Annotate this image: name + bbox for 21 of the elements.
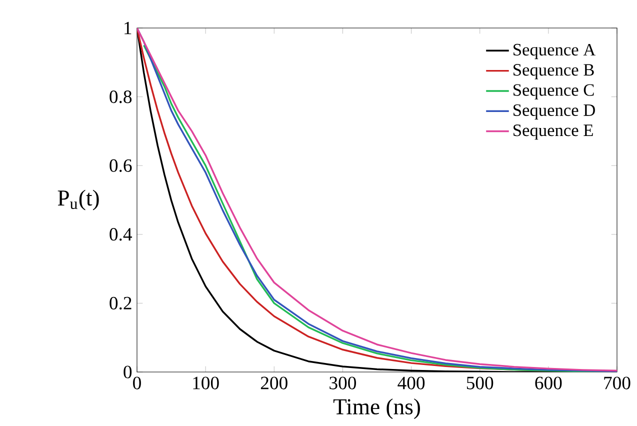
x-tick-label: 300 [330, 376, 356, 390]
legend-label: Sequence D [514, 104, 595, 120]
y-tick-label: 0.4 [110, 228, 132, 241]
y-tick-label: 0.6 [110, 159, 132, 172]
x-tick-label: 600 [535, 376, 562, 390]
x-tick-label: 500 [466, 376, 494, 390]
x-tick-label: 0 [133, 376, 141, 390]
x-axis-title: Time (ns) [333, 398, 420, 420]
x-tick-label: 200 [260, 376, 288, 390]
y-axis-title: P$_{u}$(t) [58, 190, 99, 210]
legend-label: Sequence B [514, 64, 594, 80]
legend-label: Sequence E [514, 124, 593, 140]
y-tick-label: 1 [124, 22, 132, 34]
y-tick-label: 0 [124, 366, 132, 378]
y-tick-label: 0.8 [110, 90, 132, 104]
x-tick-label: 700 [604, 376, 630, 390]
legend-label: Sequence C [514, 84, 594, 100]
legend-label: Sequence A [514, 44, 596, 60]
y-tick-label: 0.2 [110, 296, 132, 310]
x-tick-label: 100 [193, 376, 219, 390]
x-tick-label: 400 [398, 376, 425, 390]
